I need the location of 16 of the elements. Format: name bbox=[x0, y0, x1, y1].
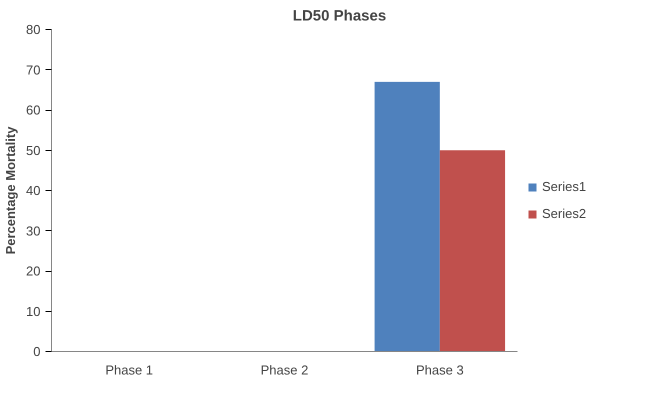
y-tick-label: 0 bbox=[33, 344, 41, 359]
y-tick-label: 20 bbox=[26, 264, 41, 278]
legend-label: Series1 bbox=[542, 179, 586, 194]
y-tick-label: 60 bbox=[26, 102, 41, 118]
y-tick-label: 70 bbox=[26, 62, 41, 78]
x-tick-label: Phase 2 bbox=[260, 362, 308, 378]
y-tick-label: 50 bbox=[26, 142, 41, 158]
y-tick-label: 10 bbox=[26, 304, 41, 319]
y-tick-label: 80 bbox=[26, 22, 41, 37]
y-tick-label: 40 bbox=[26, 183, 41, 198]
x-tick-label: Phase 1 bbox=[105, 362, 154, 378]
y-tick-label: 30 bbox=[26, 223, 41, 238]
legend-label: Series2 bbox=[542, 206, 586, 221]
x-tick-label: Phase 3 bbox=[416, 362, 464, 378]
chart-title: LD50 Phases bbox=[292, 8, 386, 24]
y-axis-title: Percentage Mortality bbox=[3, 126, 18, 254]
